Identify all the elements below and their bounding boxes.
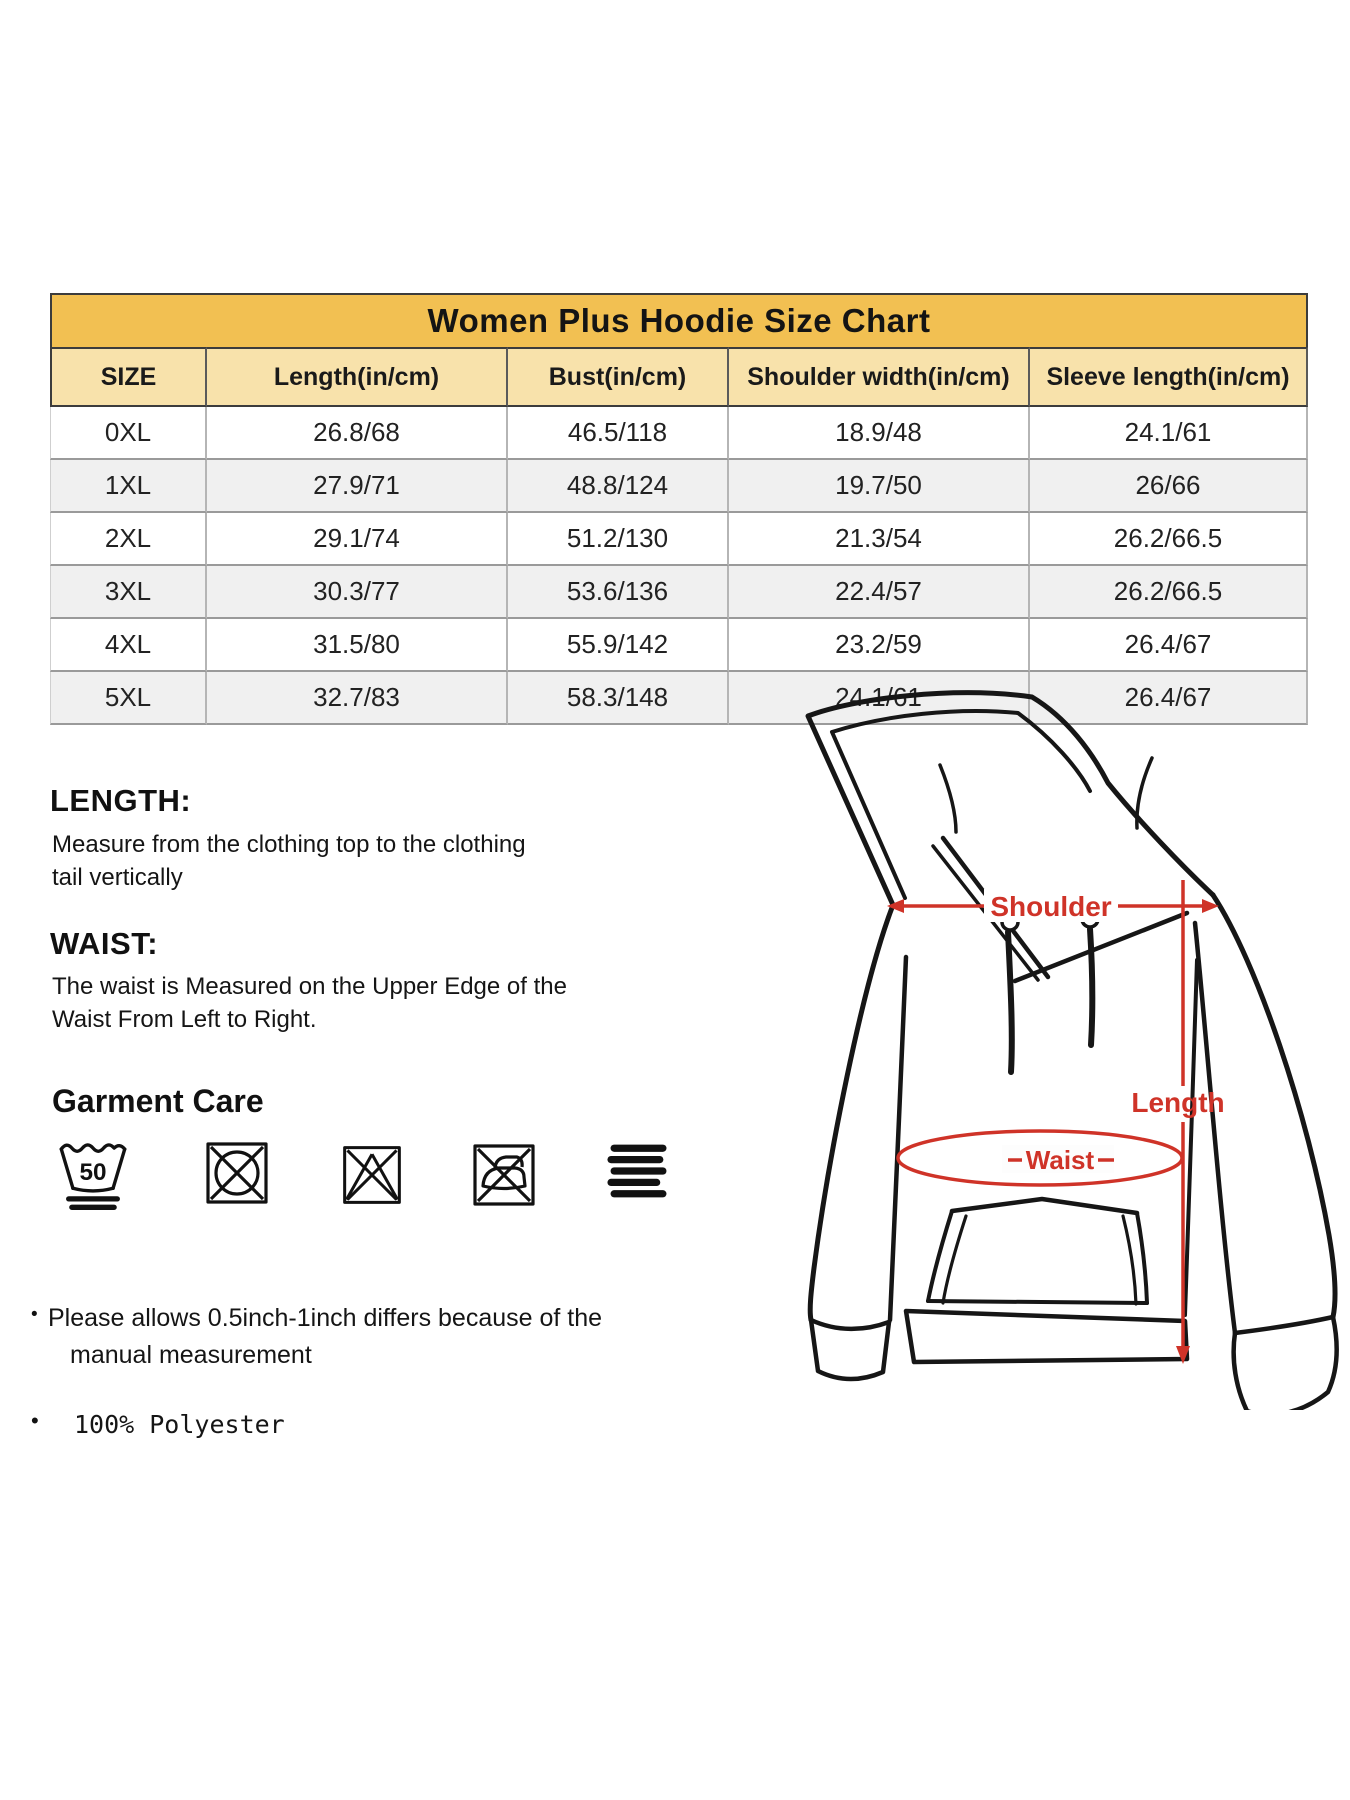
do-not-iron-icon	[469, 1140, 539, 1210]
cell-shoulder: 21.3/54	[729, 513, 1030, 566]
cell-bust: 58.3/148	[508, 672, 729, 725]
waist-label: Waist	[1026, 1145, 1095, 1175]
machine-wash-50-icon: 50	[56, 1132, 130, 1216]
col-header-size: SIZE	[50, 347, 207, 407]
waist-heading: WAIST:	[50, 926, 159, 961]
cell-length: 29.1/74	[207, 513, 508, 566]
cell-length: 30.3/77	[207, 566, 508, 619]
note-bullet: •	[31, 1304, 38, 1325]
shoulder-label: Shoulder	[990, 891, 1111, 922]
shoulder-arrow-right	[1202, 899, 1219, 913]
length-arrow-down	[1176, 1346, 1190, 1364]
col-header-length: Length(in/cm)	[207, 347, 508, 407]
cell-sleeve: 26.4/67	[1030, 619, 1308, 672]
cell-sleeve: 26/66	[1030, 460, 1308, 513]
size-chart-grid: SIZE Length(in/cm) Bust(in/cm) Shoulder …	[50, 347, 1308, 725]
length-heading: LENGTH:	[50, 783, 192, 818]
cell-shoulder: 19.7/50	[729, 460, 1030, 513]
waist-description: The waist is Measured on the Upper Edge …	[52, 973, 567, 1033]
cell-size: 1XL	[50, 460, 207, 513]
note-bullet: •	[31, 1408, 39, 1433]
cell-sleeve: 26.2/66.5	[1030, 513, 1308, 566]
cell-length: 27.9/71	[207, 460, 508, 513]
shoulder-arrow-left	[887, 899, 904, 913]
do-not-tumble-dry-icon	[202, 1138, 272, 1208]
col-header-sleeve: Sleeve length(in/cm)	[1030, 347, 1308, 407]
size-chart-title: Women Plus Hoodie Size Chart	[50, 293, 1308, 347]
cell-size: 2XL	[50, 513, 207, 566]
hoodie-measurement-diagram: Shoulder Length Waist	[805, 690, 1339, 1410]
cell-sleeve: 26.2/66.5	[1030, 566, 1308, 619]
cell-bust: 51.2/130	[508, 513, 729, 566]
cell-shoulder: 22.4/57	[729, 566, 1030, 619]
cell-bust: 55.9/142	[508, 619, 729, 672]
cell-size: 4XL	[50, 619, 207, 672]
cell-length: 32.7/83	[207, 672, 508, 725]
length-description: Measure from the clothing top to the clo…	[52, 831, 526, 891]
col-header-shoulder: Shoulder width(in/cm)	[729, 347, 1030, 407]
wash-temperature-label: 50	[79, 1159, 106, 1186]
cell-size: 5XL	[50, 672, 207, 725]
do-not-dry-icon	[339, 1140, 405, 1210]
cell-shoulder: 18.9/48	[729, 407, 1030, 460]
size-chart-table: Women Plus Hoodie Size Chart SIZE Length…	[50, 293, 1308, 725]
waist-measure-ellipse	[896, 1129, 1184, 1187]
dry-flat-icon	[600, 1142, 676, 1200]
cell-sleeve: 26.4/67	[1030, 672, 1308, 725]
cell-bust: 53.6/136	[508, 566, 729, 619]
cell-bust: 46.5/118	[508, 407, 729, 460]
cell-length: 31.5/80	[207, 619, 508, 672]
length-label: Length	[1131, 1087, 1224, 1118]
cell-sleeve: 24.1/61	[1030, 407, 1308, 460]
measurement-annotations	[887, 880, 1219, 1364]
cell-length: 26.8/68	[207, 407, 508, 460]
col-header-bust: Bust(in/cm)	[508, 347, 729, 407]
garment-care-heading: Garment Care	[52, 1083, 264, 1119]
cell-bust: 48.8/124	[508, 460, 729, 513]
cell-shoulder: 23.2/59	[729, 619, 1030, 672]
measurement-note: Please allows 0.5inch-1inch differs beca…	[48, 1304, 603, 1369]
hoodie-outline	[805, 690, 1339, 1410]
cell-size: 0XL	[50, 407, 207, 460]
cell-size: 3XL	[50, 566, 207, 619]
fabric-note: 100% Polyester	[74, 1410, 285, 1439]
